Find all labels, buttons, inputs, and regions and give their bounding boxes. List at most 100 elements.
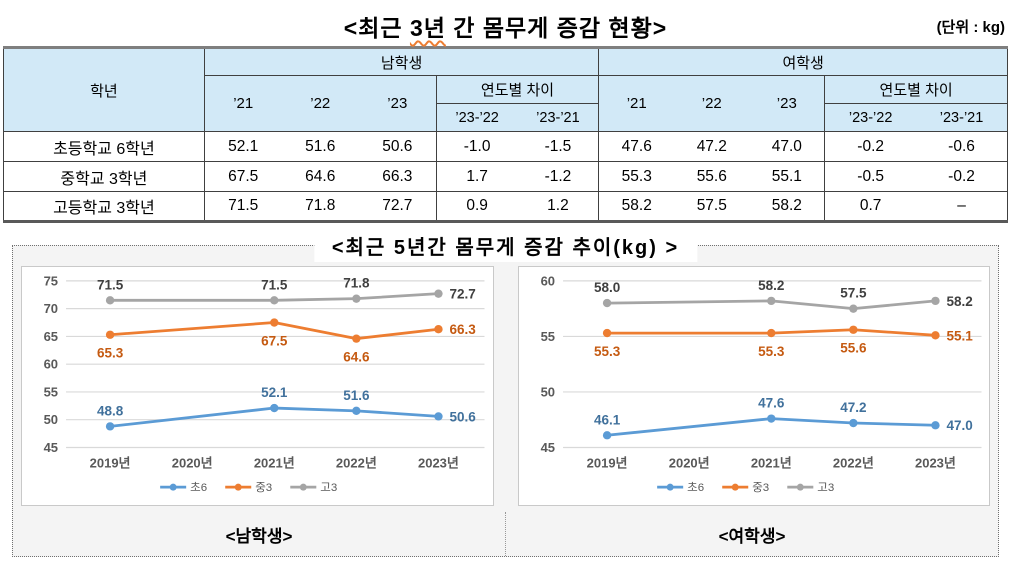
data-label: 71.5 xyxy=(261,277,288,292)
y-tick-label: 45 xyxy=(540,440,554,455)
series-line xyxy=(108,406,440,428)
data-point-marker xyxy=(766,414,775,423)
data-label: 71.5 xyxy=(97,277,124,292)
data-point-marker xyxy=(848,325,858,334)
caption-male: <남학생> xyxy=(225,526,293,546)
value-cell: 57.5 xyxy=(674,191,750,222)
data-point-marker xyxy=(434,325,443,334)
data-label: 48.8 xyxy=(97,404,124,419)
x-tick-label: 2023년 xyxy=(418,455,459,470)
value-cell: 1.2 xyxy=(517,191,599,222)
value-cell: -0.2 xyxy=(824,131,917,162)
data-label: 55.3 xyxy=(758,344,784,359)
data-label: 47.2 xyxy=(840,400,866,415)
chart-box-male: 75 70 65 60 55 50 45 2019년 2020년 2021년 2022년 2023년 4… xyxy=(21,266,494,506)
series-중3: 55.3 55.3 55.6 55.1 xyxy=(593,325,973,359)
legend-label: 초6 xyxy=(687,481,704,494)
x-tick-label: 2020년 xyxy=(172,455,213,470)
x-tick-label: 2020년 xyxy=(668,455,709,470)
data-label: 57.5 xyxy=(840,286,867,301)
x-tick-label: 2021년 xyxy=(254,455,295,470)
value-cell: -1.2 xyxy=(517,161,599,192)
data-label: 72.7 xyxy=(449,287,475,302)
caption-female: <여학생> xyxy=(505,512,998,556)
data-point-marker xyxy=(434,289,443,298)
series-line xyxy=(605,417,937,437)
x-tick-label: 2023년 xyxy=(915,455,956,470)
x-axis-labels: 2019년 2020년 2021년 2022년 2023년 xyxy=(586,455,955,470)
header-female-diff-2321: ’23-’21 xyxy=(916,103,1008,132)
data-label: 47.6 xyxy=(758,396,784,411)
x-tick-label: 2019년 xyxy=(586,455,627,470)
x-tick-label: 2021년 xyxy=(750,455,791,470)
data-label: 51.6 xyxy=(343,388,369,403)
y-tick-label: 65 xyxy=(44,329,58,344)
data-label: 46.1 xyxy=(593,412,620,427)
female-weight-trend-chart: 60 55 50 45 2019년 2020년 2021년 2022년 2023년 46.1 47.… xyxy=(540,273,981,494)
data-point-marker xyxy=(602,298,611,308)
legend-label: 고3 xyxy=(817,482,834,494)
captions-row: <남학생> <여학생> xyxy=(13,512,998,556)
y-tick-label: 45 xyxy=(44,440,58,455)
header-male-diff-2322: ’23-’22 xyxy=(435,103,518,132)
table-row: 고등학교 3학년 71.5 71.8 72.7 0.9 1.2 58.2 57.5 58.2 0.… xyxy=(3,191,1008,222)
data-point-marker xyxy=(105,296,115,305)
data-point-marker xyxy=(270,318,279,327)
data-label: 64.6 xyxy=(343,350,369,365)
data-point-marker xyxy=(352,334,361,343)
data-point-marker xyxy=(434,412,443,421)
y-tick-label: 55 xyxy=(540,329,554,344)
header-male-y22: ’22 xyxy=(281,75,359,132)
data-point-marker xyxy=(848,418,858,428)
y-tick-label: 60 xyxy=(44,357,58,372)
series-초6: 48.8 52.1 51.6 50.6 xyxy=(97,385,476,431)
value-cell: 72.7 xyxy=(358,191,437,222)
data-label: 58.2 xyxy=(946,294,972,309)
legend: 초6 중3 고3 xyxy=(160,481,337,494)
data-label: 67.5 xyxy=(261,333,288,348)
header-male-diff-2321: ’23-’21 xyxy=(517,103,599,132)
value-cell: 47.0 xyxy=(749,131,825,162)
value-cell: 50.6 xyxy=(358,131,437,162)
data-point-marker xyxy=(352,406,361,415)
page-title-part2: 간 몸무게 증감 현황> xyxy=(445,15,668,41)
data-point-marker xyxy=(766,296,775,306)
page-title: <최근 3년 간 몸무게 증감 현황> xyxy=(0,9,1011,43)
data-label: 55.6 xyxy=(840,341,866,356)
charts-panel-title: <최근 5년간 몸무게 증감 추이(kg) > xyxy=(313,229,698,262)
data-label: 55.3 xyxy=(593,344,619,359)
value-cell: -0.6 xyxy=(916,131,1008,162)
value-cell: 71.8 xyxy=(281,191,359,222)
data-point-marker xyxy=(930,296,940,306)
data-label: 71.8 xyxy=(343,276,370,291)
header-grade: 학년 xyxy=(3,47,205,132)
value-cell: -1.5 xyxy=(517,131,599,162)
data-point-marker xyxy=(105,422,115,431)
data-label: 50.6 xyxy=(449,409,475,424)
value-cell: 58.2 xyxy=(749,191,825,222)
data-label: 55.1 xyxy=(946,328,973,343)
value-cell: 0.7 xyxy=(824,191,917,222)
data-point-marker xyxy=(930,331,940,340)
value-cell: -0.2 xyxy=(916,161,1008,192)
header-female-diff-2322: ’23-’22 xyxy=(824,103,917,132)
chart-box-female: 60 55 50 45 2019년 2020년 2021년 2022년 2023년 46.1 47.… xyxy=(517,266,990,506)
value-cell: 58.2 xyxy=(598,191,675,222)
data-point-marker xyxy=(105,330,115,339)
y-tick-label: 50 xyxy=(540,384,554,399)
data-point-marker xyxy=(602,431,611,440)
data-label: 47.0 xyxy=(946,418,972,433)
y-tick-label: 70 xyxy=(44,301,58,316)
legend-label: 고3 xyxy=(320,482,337,494)
value-cell: 51.6 xyxy=(281,131,359,162)
series-중3: 65.3 67.5 64.6 66.3 xyxy=(97,318,476,364)
value-cell: 71.5 xyxy=(203,191,282,222)
header-female-y23: ’23 xyxy=(749,75,825,132)
male-weight-trend-chart: 75 70 65 60 55 50 45 2019년 2020년 2021년 2022년 2023년 4… xyxy=(44,273,485,494)
charts-row: 75 70 65 60 55 50 45 2019년 2020년 2021년 2022년 2023년 4… xyxy=(13,246,998,506)
header-male-y21: ’21 xyxy=(203,75,282,132)
y-tick-label: 55 xyxy=(44,384,58,399)
value-cell: -0.5 xyxy=(824,161,917,192)
y-tick-label: 50 xyxy=(44,412,58,427)
title-row: <최근 3년 간 몸무게 증감 현황> (단위 : kg) xyxy=(0,0,1011,46)
